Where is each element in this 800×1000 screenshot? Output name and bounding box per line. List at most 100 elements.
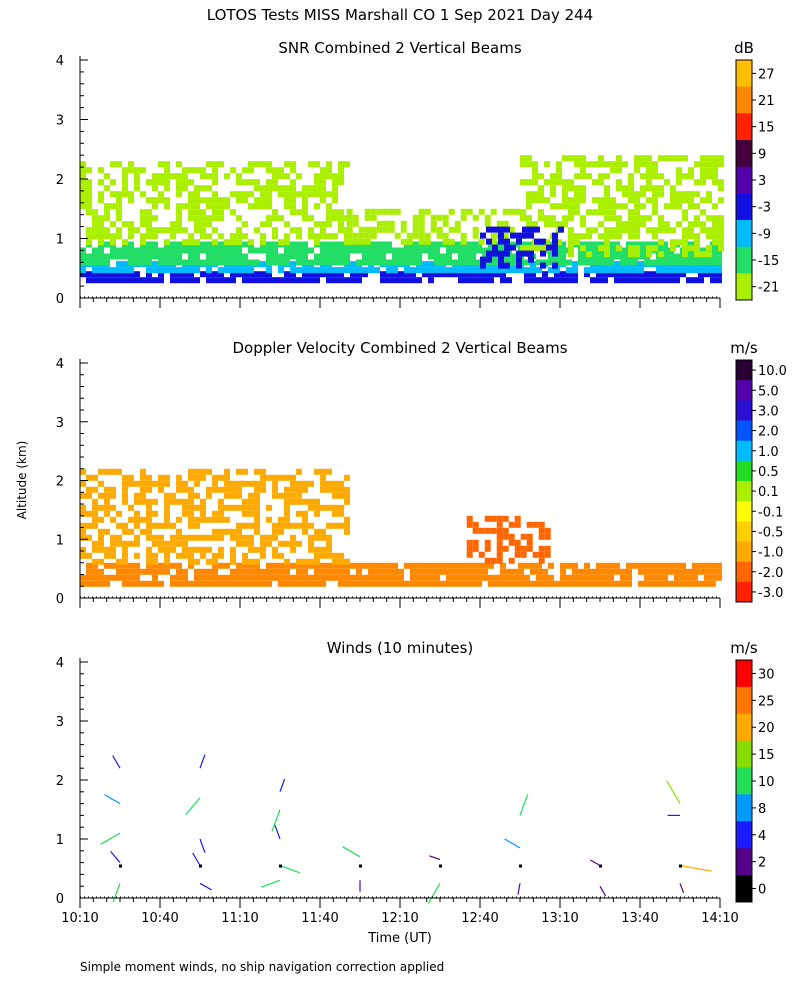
heat-cell [674, 562, 680, 569]
heat-cell [110, 574, 116, 581]
colorbar-swatch [736, 273, 752, 301]
heat-cell [314, 259, 320, 266]
heat-cell [284, 233, 290, 240]
wind-barb [199, 882, 212, 891]
heat-cell [634, 233, 640, 240]
heat-cell [552, 244, 558, 251]
heat-cell [490, 208, 497, 215]
heat-cell [206, 574, 212, 581]
heat-cell [418, 232, 425, 239]
heat-cell [446, 580, 452, 587]
heat-cell [524, 271, 530, 278]
heat-cell [92, 474, 98, 481]
heat-cell [436, 226, 443, 233]
heat-cell [646, 155, 652, 162]
heat-cell [622, 185, 628, 192]
heat-cell [596, 241, 602, 248]
heat-cell [236, 267, 242, 274]
heat-cell [242, 510, 248, 517]
heat-cell [526, 539, 533, 546]
colorbar-swatch [736, 767, 752, 795]
heat-cell [574, 203, 580, 210]
heat-cell [552, 250, 558, 257]
heat-cell [116, 562, 122, 569]
heat-cell [218, 161, 224, 168]
heat-cell [662, 568, 668, 575]
heat-cell [634, 215, 640, 222]
heat-cell [544, 545, 551, 552]
heat-cell [472, 226, 479, 233]
heat-cell [308, 558, 314, 565]
heat-cell [176, 486, 182, 493]
heat-cell [338, 161, 344, 168]
heat-cell [392, 568, 398, 575]
heat-cell [496, 515, 503, 522]
heat-cell [314, 239, 320, 246]
heat-cell [176, 552, 182, 559]
heat-cell [592, 179, 598, 186]
heat-cell [494, 580, 500, 587]
heat-cell [146, 562, 152, 569]
heat-cell [188, 191, 194, 198]
heat-cell [314, 580, 320, 587]
heat-cell [574, 197, 580, 204]
heat-cell [128, 540, 134, 547]
heat-cell [652, 185, 658, 192]
colorbar-swatch [736, 380, 752, 401]
heat-cell [540, 238, 546, 245]
heat-cell [230, 271, 236, 278]
heat-cell [488, 562, 494, 569]
heat-cell [146, 247, 152, 254]
heat-cell [128, 504, 134, 511]
heat-cell [290, 227, 296, 234]
heat-cell [104, 215, 110, 222]
heat-cell [326, 203, 332, 210]
heat-cell [146, 241, 152, 248]
heat-cell [554, 580, 560, 587]
heat-cell [556, 203, 562, 210]
heat-cell [488, 267, 494, 274]
heat-cell [308, 259, 314, 266]
heat-cell [284, 492, 290, 499]
heat-cell [326, 522, 332, 529]
colorbar-label: 0 [758, 883, 766, 898]
heat-cell [480, 262, 486, 269]
heat-cell [110, 546, 116, 553]
heat-cell [386, 562, 392, 569]
heat-cell [542, 259, 548, 266]
heat-cell [542, 574, 548, 581]
heat-cell [500, 580, 506, 587]
heat-cell [320, 271, 326, 278]
heat-cell [538, 197, 544, 204]
heat-cell [290, 179, 296, 186]
profile-marker [279, 864, 282, 868]
heat-cell [194, 516, 200, 523]
heat-cell [80, 203, 86, 210]
heat-cell [368, 562, 374, 569]
heat-cell [152, 277, 158, 284]
heat-cell [302, 185, 308, 192]
heat-cell [574, 173, 580, 180]
heat-cell [248, 179, 254, 186]
heat-cell [212, 534, 218, 541]
y-tick-label: 1 [56, 833, 64, 848]
heat-cell [224, 468, 230, 475]
heat-cell [710, 267, 716, 274]
heat-cell [442, 214, 449, 221]
heat-cell [520, 161, 526, 168]
heat-cell [212, 277, 218, 284]
heat-cell [488, 277, 494, 284]
heat-cell [544, 161, 550, 168]
heat-cell [116, 522, 122, 529]
heat-cell [614, 568, 620, 575]
heat-cell [182, 267, 188, 274]
heat-cell [662, 574, 668, 581]
heat-cell [290, 498, 296, 505]
heat-cell [546, 244, 552, 251]
heat-cell [320, 179, 326, 186]
heat-cell [254, 468, 260, 475]
heat-cell [712, 155, 718, 162]
heat-cell [596, 277, 602, 284]
heat-cell [158, 179, 164, 186]
